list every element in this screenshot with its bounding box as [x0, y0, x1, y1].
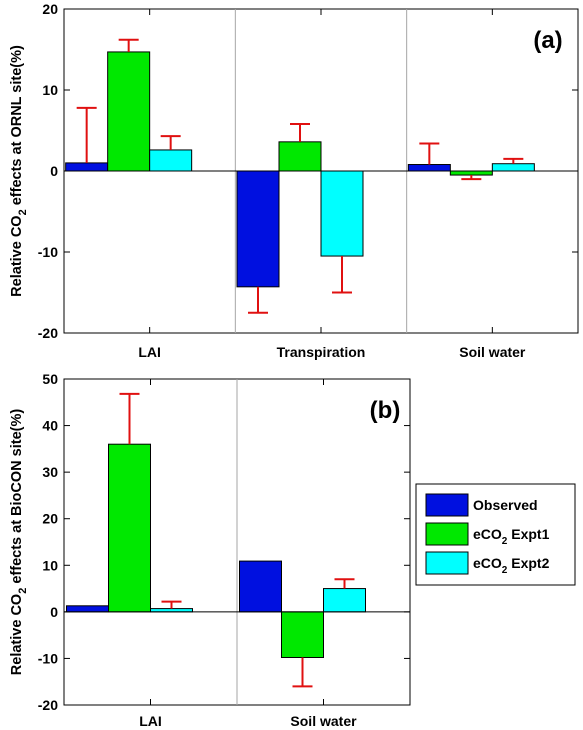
bar — [320, 170, 364, 257]
panel-b: -20 -10 0 10 20 30 40 50 LAI Soil water (b) Relativ… — [9, 371, 411, 729]
bar — [281, 611, 324, 658]
panel-a: -20 -10 0 10 20 LAI Transpiration Soil water (a)… — [9, 1, 579, 360]
y-tick-label: -10 — [38, 244, 58, 260]
x-tick-label: LAI — [138, 344, 161, 360]
y-tick-label: 30 — [42, 464, 58, 480]
bar — [108, 443, 151, 613]
y-tick-label: 40 — [42, 418, 58, 434]
bar — [278, 141, 322, 172]
legend-label: eCO2 Expt1 — [473, 526, 550, 547]
y-axis-label: Relative CO2 effects at BioCON site(%) — [9, 409, 29, 676]
bar — [236, 170, 280, 288]
bar — [149, 149, 193, 172]
panel-label: (a) — [533, 27, 562, 54]
bar — [407, 164, 451, 172]
y-tick-label: -10 — [38, 650, 58, 666]
bar — [65, 162, 109, 172]
bar — [239, 560, 282, 613]
legend: Observed eCO2 Expt1 eCO2 Expt2 — [415, 483, 576, 586]
y-tick-label: 10 — [42, 82, 58, 98]
y-axis-label: Relative CO2 effects at ORNL site(%) — [9, 45, 29, 297]
bar — [449, 170, 493, 176]
y-tick-label: 10 — [42, 557, 58, 573]
legend-label: Observed — [473, 497, 538, 513]
bar — [66, 605, 109, 613]
x-tick-label: LAI — [139, 713, 162, 729]
y-tick-label: 0 — [50, 604, 58, 620]
x-tick-label: Soil water — [459, 344, 526, 360]
y-tick-label: -20 — [38, 325, 58, 341]
x-tick-label: Transpiration — [277, 344, 366, 360]
x-tick-label: Soil water — [290, 713, 357, 729]
legend-swatch — [425, 522, 469, 546]
bar — [323, 588, 366, 613]
legend-swatch — [425, 493, 469, 517]
y-tick-label: 20 — [42, 1, 58, 17]
y-tick-label: 50 — [42, 371, 58, 387]
bar — [491, 163, 535, 172]
y-tick-label: -20 — [38, 697, 58, 713]
bar — [107, 51, 151, 172]
panel-label: (b) — [370, 397, 401, 424]
legend-swatch — [425, 551, 469, 575]
y-tick-label: 20 — [42, 511, 58, 527]
y-tick-label: 0 — [50, 163, 58, 179]
legend-label: eCO2 Expt2 — [473, 555, 550, 576]
